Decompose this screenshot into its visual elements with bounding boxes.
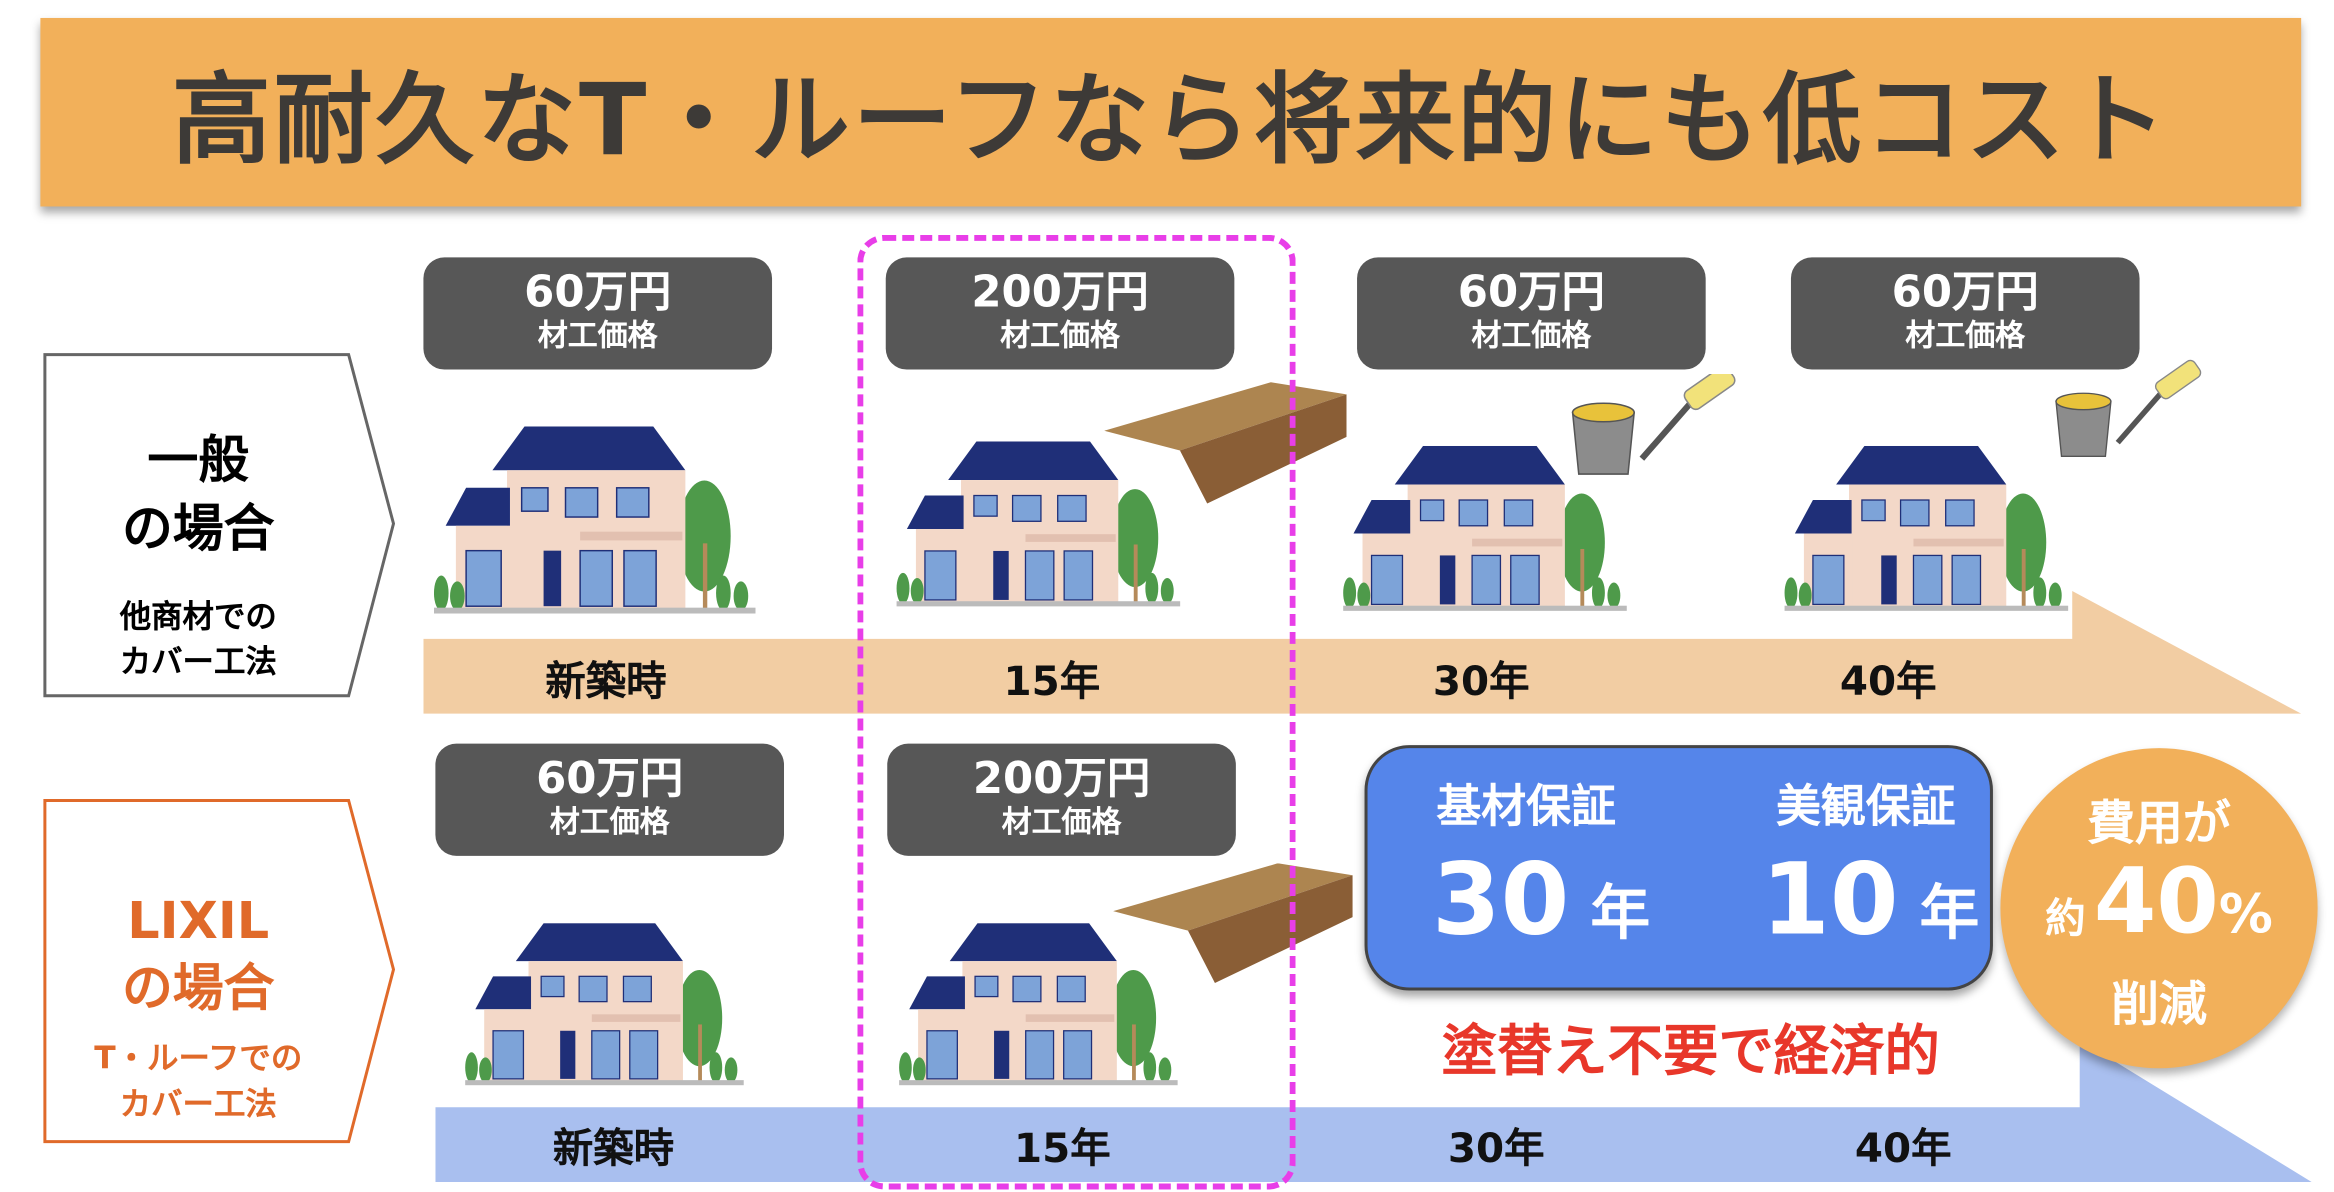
general-timeline-label: 40年 [1839,659,1937,706]
general-price-box: 60万円 材工価格 [1357,257,1706,370]
lixil-timeline-label: 30年 [1447,1125,1545,1173]
lixil-timeline-label: 15年 [1013,1125,1111,1173]
paint-bucket-roller-icon [2042,359,2207,471]
general-label-sub-1: 他商材での [119,598,277,635]
general-label-sub-2: カバー工法 [119,643,277,680]
price-note: 材工価格 [537,317,658,354]
general-label-main-1: 一般 [147,430,250,491]
lixil-label-sub-1: T・ルーフでの [94,1039,303,1076]
general-price-box: 60万円 材工価格 [423,257,773,370]
lixil-label-main-2: の場合 [121,959,275,1019]
lixil-label-sub-2: カバー工法 [119,1086,277,1123]
general-label-main-2: の場合 [121,499,275,560]
general-timeline-label: 30年 [1432,659,1530,706]
savings-unit: % [2218,884,2273,946]
base-warranty-years: 30 年 [1431,842,1651,958]
paint-bucket-roller-icon [1556,374,1743,482]
house-icon [434,426,756,616]
15-year-highlight-frame [857,234,1296,1190]
savings-line1: 費用が [2087,794,2231,852]
general-timeline-bar [423,590,2302,714]
price-amount: 60万円 [524,266,672,318]
price-note: 材工価格 [549,803,670,840]
warranty-box: 基材保証 美観保証 30 年 10 年 [1364,745,1993,991]
base-warranty-label: 基材保証 [1436,781,1616,834]
price-note: 材工価格 [1000,317,1120,354]
lixil-timeline-bar [435,1039,2312,1182]
lixil-timeline-label: 新築時 [552,1125,675,1173]
price-amount: 200万円 [972,752,1151,804]
savings-line3: 削減 [2111,975,2207,1033]
tagline: 塗替え不要で経済的 [1441,1018,1940,1084]
lixil-timeline-label: 40年 [1854,1125,1952,1173]
appearance-warranty-label: 美観保証 [1775,781,1956,834]
price-amount: 60万円 [1891,266,2039,318]
lixil-label-main-1: LIXIL [127,891,270,952]
price-note: 材工価格 [1471,317,1592,354]
general-timeline-label: 新築時 [545,659,667,706]
savings-value: 40 [2093,849,2219,955]
house-icon [446,923,763,1088]
savings-badge: 費用が 約 40% 削減 [2000,748,2318,1069]
savings-prefix: 約 [2045,896,2086,943]
appearance-warranty-years: 10 年 [1761,842,1980,958]
price-amount: 60万円 [536,752,684,804]
lixil-price-box: 60万円 材工価格 [435,743,785,856]
general-label-arrow [43,353,396,698]
general-price-box: 200万円 材工価格 [885,257,1235,370]
price-note: 材工価格 [1001,803,1122,840]
house-icon [1766,446,2088,614]
general-price-box: 60万円 材工価格 [1790,257,2140,370]
price-amount: 200万円 [971,266,1149,318]
price-note: 材工価格 [1905,317,2026,354]
price-amount: 60万円 [1457,266,1605,318]
page-title: 高耐久なT・ルーフなら将来的にも低コスト [40,17,2302,207]
lixil-label-arrow [43,798,396,1144]
lixil-price-box: 200万円 材工価格 [887,743,1236,856]
general-timeline-label: 15年 [1003,659,1101,706]
